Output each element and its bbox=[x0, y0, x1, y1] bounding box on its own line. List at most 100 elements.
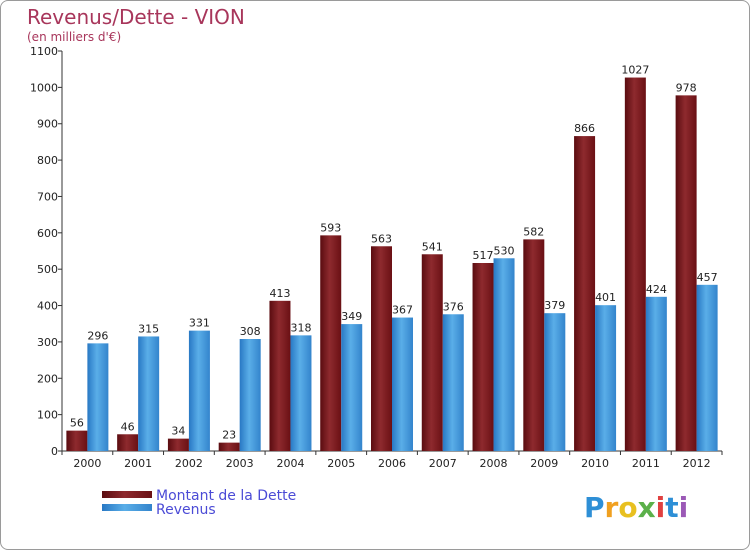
bar-revenus bbox=[239, 339, 261, 451]
legend: Montant de la Dette Revenus bbox=[102, 488, 296, 518]
bar-dette bbox=[421, 254, 443, 451]
x-tick-label: 2007 bbox=[429, 457, 457, 470]
bar-revenus bbox=[87, 343, 109, 451]
x-tick-label: 2009 bbox=[530, 457, 558, 470]
y-tick-label: 700 bbox=[37, 190, 58, 203]
bar-revenus bbox=[696, 284, 718, 451]
x-tick-label: 2002 bbox=[175, 457, 203, 470]
data-label: 541 bbox=[422, 240, 443, 253]
legend-item-revenus: Revenus bbox=[102, 502, 216, 518]
data-label: 1027 bbox=[621, 64, 649, 77]
legend-label-revenus: Revenus bbox=[156, 502, 216, 518]
data-label: 582 bbox=[523, 225, 544, 238]
chart-subtitle: (en milliers d'€) bbox=[27, 30, 121, 44]
logo-letter: P bbox=[584, 491, 605, 524]
x-tick-label: 2012 bbox=[683, 457, 711, 470]
bar-revenus bbox=[645, 296, 667, 451]
data-label: 376 bbox=[443, 300, 464, 313]
y-tick-label: 200 bbox=[37, 372, 58, 385]
data-label: 349 bbox=[341, 310, 362, 323]
logo-letter: r bbox=[605, 491, 619, 524]
y-tick-label: 0 bbox=[51, 445, 58, 458]
logo-letter: i bbox=[656, 491, 666, 524]
bar-dette bbox=[320, 235, 342, 451]
bar-dette bbox=[472, 263, 494, 451]
bar-revenus bbox=[493, 258, 515, 451]
bars bbox=[66, 77, 718, 451]
data-label: 424 bbox=[646, 283, 667, 296]
logo-letter: i bbox=[679, 491, 689, 524]
y-tick-label: 300 bbox=[37, 336, 58, 349]
data-labels: 56 296 46 315 34 331 23 308 413 318 593 349 563 367 54… bbox=[70, 64, 718, 442]
legend-swatch-debt bbox=[102, 491, 152, 498]
bar-dette bbox=[574, 136, 596, 451]
data-label: 296 bbox=[87, 329, 108, 342]
data-label: 563 bbox=[371, 232, 392, 245]
bar-revenus bbox=[544, 313, 566, 451]
bar-dette bbox=[371, 246, 392, 451]
data-label: 367 bbox=[392, 304, 413, 317]
x-tick-label: 2003 bbox=[226, 457, 254, 470]
bar-revenus bbox=[341, 324, 363, 451]
logo-letter: x bbox=[638, 491, 656, 524]
x-tick-label: 2001 bbox=[124, 457, 152, 470]
data-label: 530 bbox=[494, 244, 515, 257]
x-tick-label: 2008 bbox=[480, 457, 508, 470]
data-label: 23 bbox=[222, 429, 236, 442]
data-label: 56 bbox=[70, 417, 84, 430]
data-label: 457 bbox=[697, 271, 718, 284]
bar-dette bbox=[675, 95, 697, 451]
x-tick-label: 2000 bbox=[73, 457, 101, 470]
logo-letter: t bbox=[665, 491, 678, 524]
axes: 0 100 200 300 400 500 600 700 800 900 1000 1100 2000… bbox=[30, 45, 723, 470]
data-label: 866 bbox=[574, 122, 595, 135]
x-tick-label: 2004 bbox=[276, 457, 304, 470]
bar-revenus bbox=[442, 314, 464, 451]
bar-revenus bbox=[188, 330, 210, 451]
legend-item-debt: Montant de la Dette bbox=[102, 488, 296, 504]
y-tick-label: 500 bbox=[37, 263, 58, 276]
data-label: 308 bbox=[240, 325, 261, 338]
y-tick-label: 1100 bbox=[30, 45, 58, 58]
data-label: 34 bbox=[171, 425, 185, 438]
data-label: 517 bbox=[473, 249, 494, 262]
bar-dette bbox=[218, 442, 240, 451]
data-label: 318 bbox=[290, 321, 311, 334]
data-label: 401 bbox=[595, 291, 616, 304]
y-tick-label: 800 bbox=[37, 154, 58, 167]
chart-title: Revenus/Dette - VION bbox=[27, 5, 245, 29]
proxiti-logo: Proxiti bbox=[584, 491, 688, 524]
bar-revenus bbox=[138, 336, 160, 451]
y-tick-label: 400 bbox=[37, 300, 58, 313]
bar-dette bbox=[167, 438, 189, 451]
data-label: 593 bbox=[320, 221, 341, 234]
bar-dette bbox=[269, 300, 291, 451]
bar-revenus bbox=[290, 335, 312, 451]
x-tick-label: 2005 bbox=[327, 457, 355, 470]
y-tick-label: 100 bbox=[37, 409, 58, 422]
bar-revenus bbox=[595, 305, 617, 451]
legend-swatch-revenus bbox=[102, 504, 152, 511]
logo-letter: o bbox=[618, 491, 637, 524]
bar-revenus bbox=[392, 317, 413, 451]
y-tick-label: 1000 bbox=[30, 81, 58, 94]
y-tick-label: 600 bbox=[37, 227, 58, 240]
data-label: 315 bbox=[138, 322, 159, 335]
bar-dette bbox=[523, 239, 545, 451]
data-label: 413 bbox=[269, 287, 290, 300]
x-tick-label: 2006 bbox=[378, 457, 406, 470]
bar-dette bbox=[624, 77, 646, 451]
bar-dette bbox=[117, 434, 139, 451]
data-label: 379 bbox=[544, 299, 565, 312]
x-tick-label: 2011 bbox=[632, 457, 660, 470]
y-tick-label: 900 bbox=[37, 118, 58, 131]
x-tick-label: 2010 bbox=[581, 457, 609, 470]
logo-wordmark: Proxiti bbox=[584, 491, 688, 524]
data-label: 331 bbox=[189, 317, 210, 330]
bar-dette bbox=[66, 430, 88, 451]
legend-label-debt: Montant de la Dette bbox=[156, 488, 296, 504]
data-label: 46 bbox=[121, 420, 135, 433]
data-label: 978 bbox=[676, 81, 697, 94]
